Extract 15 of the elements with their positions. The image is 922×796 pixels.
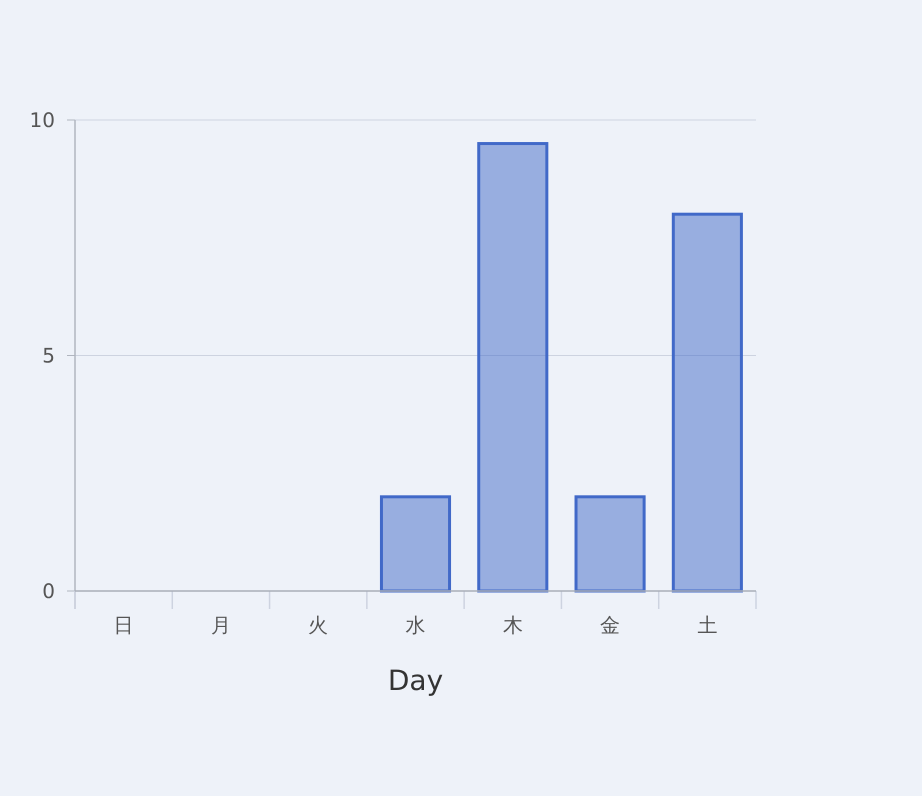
x-tick-label: 月 xyxy=(210,613,231,637)
x-tick-label: 木 xyxy=(502,613,523,637)
x-tick-label: 日 xyxy=(114,613,134,637)
x-axis-title: Day xyxy=(388,664,444,697)
bar xyxy=(477,142,548,592)
bar xyxy=(672,212,743,592)
bar xyxy=(574,495,646,592)
x-tick-label: 金 xyxy=(600,613,620,637)
y-tick-label: 5 xyxy=(42,344,55,368)
bar xyxy=(380,495,452,592)
x-tick-label: 水 xyxy=(406,613,426,637)
x-tick-label: 土 xyxy=(697,613,718,637)
x-tick-label: 火 xyxy=(308,613,328,637)
y-tick-label: 0 xyxy=(42,579,55,603)
y-tick-label: 10 xyxy=(30,108,55,132)
